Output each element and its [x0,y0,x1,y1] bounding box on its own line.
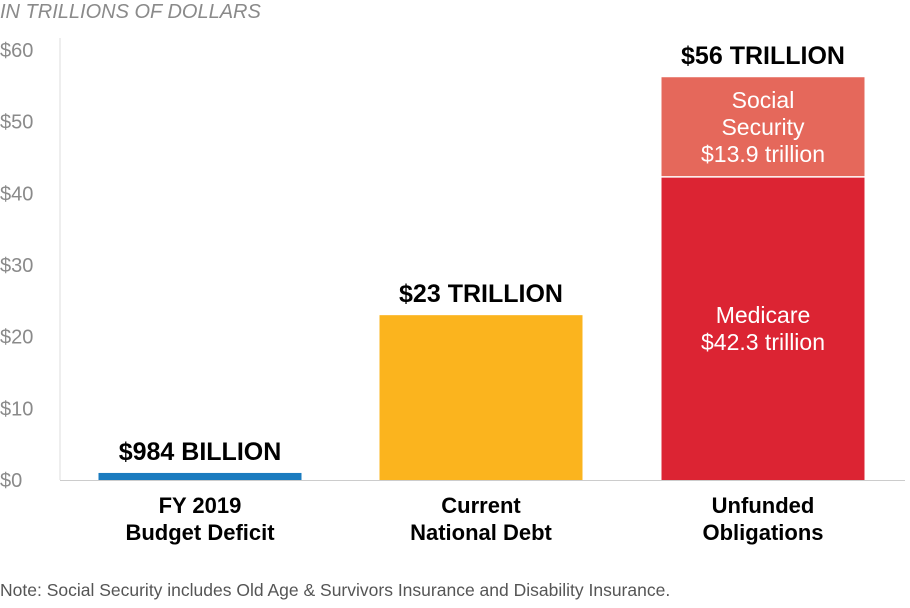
segment-label: Medicare [716,302,811,328]
category-label: FY 2019 [159,493,242,518]
y-tick-label: $30 [0,255,33,277]
category-label: National Debt [410,520,552,545]
segment-label: $42.3 trillion [701,329,825,355]
segment-label: $13.9 trillion [701,141,825,167]
bar-segment [661,77,865,177]
bar-total-label: $23 TRILLION [399,280,563,308]
bar-segment [379,315,583,480]
y-tick-label: $0 [0,470,22,492]
y-axis: $0 $10 $20 $30 $40 $50 $60 [0,38,905,492]
bar-total-label: $984 BILLION [119,438,282,466]
bar-segment [661,176,865,480]
y-tick-label: $10 [0,398,33,420]
bar-total-label: $56 TRILLION [681,42,845,70]
unit-label: IN TRILLIONS OF DOLLARS [0,1,261,23]
y-tick-label: $50 [0,112,33,134]
category-label: Obligations [703,520,824,545]
category-label: Unfunded [712,493,815,518]
bar-segment [98,472,302,480]
category-label: Current [441,493,521,518]
y-tick-label: $40 [0,183,33,205]
bars: $984 BILLION $23 TRILLION Medicare$42.3 tr… [98,42,865,480]
segment-label: Security [721,114,805,140]
y-tick-label: $20 [0,327,33,349]
footnote: Note: Social Security includes Old Age &… [0,580,670,600]
segment-label: Social [732,87,795,113]
y-tick-label: $60 [0,40,33,62]
category-label: Budget Deficit [125,520,275,545]
